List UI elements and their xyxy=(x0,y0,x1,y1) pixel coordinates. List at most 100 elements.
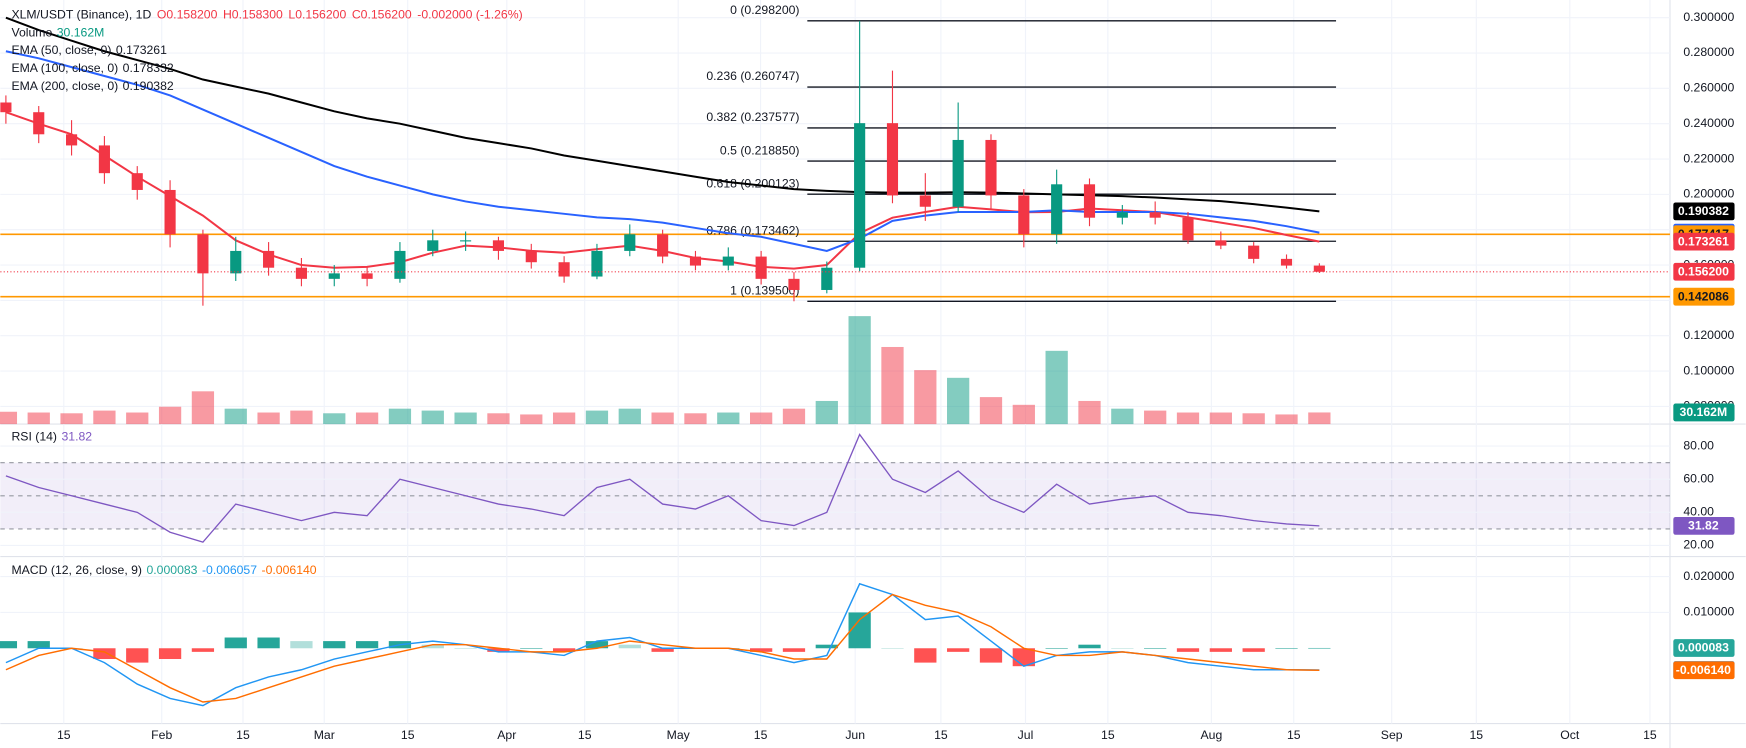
volume-bar xyxy=(782,408,806,425)
legend-row: XLM/USDT (Binance), 1D O0.158200 H0.158300… xyxy=(11,8,522,22)
time-label: 15 xyxy=(1643,728,1657,742)
volume-bar xyxy=(290,410,313,425)
macd-histogram-bar xyxy=(93,648,116,660)
volume-bar xyxy=(848,316,871,425)
y-tick-label: 0.300000 xyxy=(1683,10,1734,24)
macd-histogram-bar xyxy=(782,648,806,652)
candle-body xyxy=(1182,217,1194,241)
legend-value: 31.82 xyxy=(61,430,92,444)
volume-bar xyxy=(1078,400,1101,425)
candle-body xyxy=(460,240,472,242)
time-label: 15 xyxy=(578,728,592,742)
legend-value: -0.006140 xyxy=(262,563,317,577)
macd-histogram-bar xyxy=(290,641,313,649)
y-tick-label: 0.200000 xyxy=(1683,187,1734,201)
price-badge xyxy=(1673,516,1735,535)
volume-bar xyxy=(1111,408,1134,425)
volume-bar xyxy=(224,408,247,425)
macd-histogram-bar xyxy=(257,637,280,649)
candle-body xyxy=(1215,240,1227,246)
price-badge-label: 0.173261 xyxy=(1678,234,1729,248)
candle-body xyxy=(361,273,373,279)
time-label: 15 xyxy=(934,728,948,742)
candle-body xyxy=(952,139,964,207)
volume-bar xyxy=(914,370,937,425)
y-tick-label: 0.010000 xyxy=(1683,605,1734,619)
legend-row: EMA (100, close, 0) 0.178332 xyxy=(11,61,173,75)
volume-bar xyxy=(27,412,50,425)
price-badge xyxy=(1673,262,1735,281)
candle-body xyxy=(1149,212,1161,218)
legend-name: EMA (100, close, 0) xyxy=(11,61,118,75)
candle-body xyxy=(919,195,931,207)
legend-row: EMA (200, close, 0) 0.190382 xyxy=(11,79,173,93)
macd-histogram-bar xyxy=(454,648,477,649)
fib-label: 0.382 (0.237577) xyxy=(706,110,799,124)
price-badge xyxy=(1673,202,1735,221)
macd-histogram-bar xyxy=(355,641,379,649)
candle-body xyxy=(788,278,800,290)
volume-bar xyxy=(1144,410,1167,425)
time-label: May xyxy=(667,728,691,742)
ohlc-value: O0.158200 xyxy=(157,8,218,22)
candle-body xyxy=(263,250,275,268)
candle-body xyxy=(886,123,899,196)
y-tick-label: 0.260000 xyxy=(1683,81,1734,95)
time-label: Oct xyxy=(1560,728,1580,742)
macd-histogram-bar xyxy=(421,644,444,649)
volume-bar xyxy=(881,346,904,425)
candle-body xyxy=(295,267,307,279)
ema-line xyxy=(5,16,1320,213)
legend-value: 0.000083 xyxy=(146,563,197,577)
y-tick-label: 0.220000 xyxy=(1683,151,1734,165)
candle-body xyxy=(1116,212,1128,218)
legend-row: EMA (50, close, 0) 0.173261 xyxy=(11,43,167,57)
price-badge xyxy=(1673,403,1735,422)
price-badge-label: 31.82 xyxy=(1688,519,1719,533)
fib-label: 0 (0.298200) xyxy=(730,3,799,17)
macd-histogram-bar xyxy=(1111,648,1134,649)
macd-histogram-bar xyxy=(158,648,182,660)
price-badge xyxy=(1673,232,1735,251)
legend-name: EMA (50, close, 0) xyxy=(11,43,111,57)
candle-body xyxy=(689,256,702,266)
volume-bar xyxy=(1176,412,1200,425)
ohlc-value: C0.156200 xyxy=(352,8,412,22)
legend-row: MACD (12, 26, close, 9) 0.000083 -0.006057… xyxy=(11,563,316,577)
volume-bar xyxy=(487,413,510,425)
macd-histogram-bar xyxy=(1275,648,1298,649)
macd-histogram-bar xyxy=(1242,648,1265,652)
price-badge xyxy=(1673,661,1735,680)
candle-body xyxy=(854,123,866,268)
volume-bar xyxy=(684,413,707,425)
macd-histogram-bar xyxy=(323,641,346,649)
macd-histogram-bar xyxy=(815,644,838,649)
volume-bar xyxy=(1045,350,1068,425)
ohlc-value: -0.002000 (-1.26%) xyxy=(417,8,522,22)
time-label: Apr xyxy=(497,728,516,742)
y-tick-label: 20.00 xyxy=(1683,538,1714,552)
legend-name: RSI (14) xyxy=(11,430,57,444)
time-label: 15 xyxy=(236,728,250,742)
volume-bar xyxy=(323,413,346,425)
candle-body xyxy=(98,145,110,174)
candle-body xyxy=(722,256,734,266)
legend-value: 0.190382 xyxy=(123,79,174,93)
candle-body xyxy=(1051,184,1063,235)
volume-bar xyxy=(1209,412,1232,425)
volume-bar xyxy=(454,412,477,425)
legend-name: EMA (200, close, 0) xyxy=(11,79,118,93)
macd-histogram-bar xyxy=(947,648,970,652)
candle-body xyxy=(624,234,636,251)
time-label: 15 xyxy=(57,728,71,742)
candle-body xyxy=(328,273,340,279)
time-label: Aug xyxy=(1200,728,1222,742)
macd-histogram-bar xyxy=(1144,648,1167,649)
candle-body xyxy=(1018,195,1030,235)
macd-histogram-bar xyxy=(1045,648,1068,649)
macd-line xyxy=(5,582,1320,707)
price-badge-label: -0.006140 xyxy=(1676,663,1731,677)
volume-bar xyxy=(257,412,280,425)
